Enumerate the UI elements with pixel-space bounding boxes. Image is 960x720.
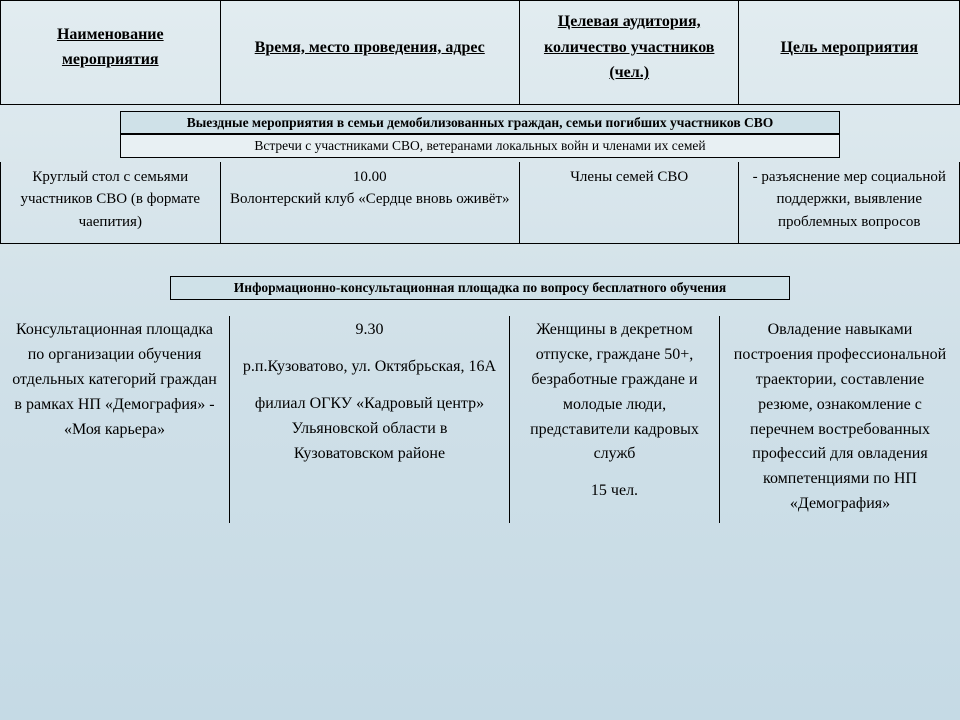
section1-banner-sub: Встречи с участниками СВО, ветеранами ло… xyxy=(120,134,840,158)
cell-name: Круглый стол с семьями участников СВО (в… xyxy=(1,162,221,244)
cell2-time-place: 9.30 р.п.Кузоватово, ул. Октябрьская, 16… xyxy=(230,316,510,522)
header-col-audience: Целевая аудитория, количество участников… xyxy=(520,1,740,104)
header-col-goal: Цель мероприятия xyxy=(739,1,959,104)
header-label: Наименование мероприятия xyxy=(7,22,214,73)
cell2-audience-text: Женщины в декретном отпуске, граждане 50… xyxy=(522,318,707,467)
cell2-goal: Овладение навыками построения профессион… xyxy=(720,316,960,522)
header-col-name: Наименование мероприятия xyxy=(1,1,221,104)
cell-goal: - разъяснение мер социальной поддержки, … xyxy=(739,162,959,244)
header-label: Целевая аудитория, количество участников… xyxy=(526,9,733,86)
cell-time-place: 10.00 Волонтерский клуб «Сердце вновь ож… xyxy=(221,162,520,244)
section2-banner: Информационно-консультационная площадка … xyxy=(170,276,790,300)
cell2-audience: Женщины в декретном отпуске, граждане 50… xyxy=(510,316,720,522)
section2-banner-wrap: Информационно-консультационная площадка … xyxy=(0,244,960,310)
header-col-time: Время, место проведения, адрес xyxy=(221,1,520,104)
cell2-addr: р.п.Кузоватово, ул. Октябрьская, 16А xyxy=(242,355,497,380)
cell2-count: 15 чел. xyxy=(522,479,707,504)
cell2-name: Консультационная площадка по организации… xyxy=(0,316,230,522)
cell-audience: Члены семей СВО xyxy=(520,162,740,244)
header-row: Наименование мероприятия Время, место пр… xyxy=(0,0,960,105)
cell2-time: 9.30 xyxy=(242,318,497,343)
header-label: Время, место проведения, адрес xyxy=(227,35,513,61)
section2-row: Консультационная площадка по организации… xyxy=(0,316,960,522)
section1-banners: Выездные мероприятия в семьи демобилизов… xyxy=(0,105,960,158)
page: Наименование мероприятия Время, место пр… xyxy=(0,0,960,523)
cell2-org: филиал ОГКУ «Кадровый центр» Ульяновской… xyxy=(242,392,497,466)
header-label: Цель мероприятия xyxy=(745,35,953,61)
section1-banner-top: Выездные мероприятия в семьи демобилизов… xyxy=(120,111,840,135)
section1-row: Круглый стол с семьями участников СВО (в… xyxy=(0,162,960,245)
